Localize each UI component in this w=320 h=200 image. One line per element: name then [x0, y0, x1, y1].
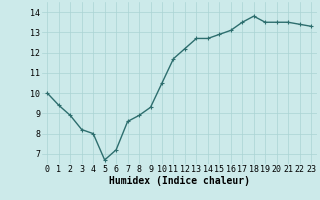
X-axis label: Humidex (Indice chaleur): Humidex (Indice chaleur)	[109, 176, 250, 186]
